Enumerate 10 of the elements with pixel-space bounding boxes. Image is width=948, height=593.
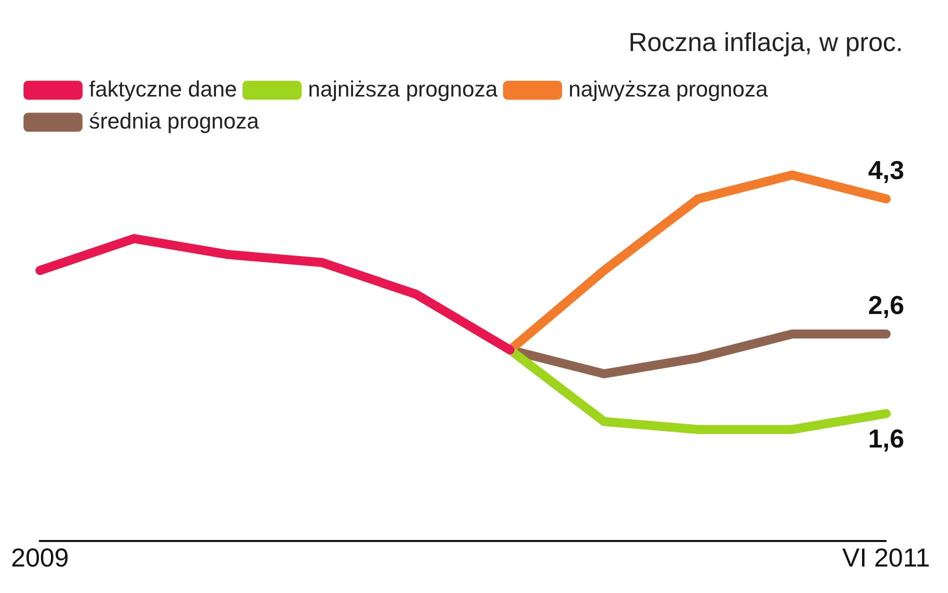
data-label: 1,6 — [868, 424, 904, 454]
legend-label: najniższa prognoza — [308, 76, 498, 102]
legend-label: średnia prognoza — [89, 108, 260, 134]
x-tick-label: 2009 — [11, 542, 69, 573]
legend-label: najwyższa prognoza — [568, 76, 769, 102]
x-tick-label: VI 2011 — [842, 542, 930, 573]
chart-title: Roczna inflacja, w proc. — [628, 26, 903, 57]
data-label: 4,3 — [868, 155, 904, 186]
legend-label: faktyczne dane — [89, 76, 237, 102]
data-label: 2,6 — [868, 290, 904, 320]
